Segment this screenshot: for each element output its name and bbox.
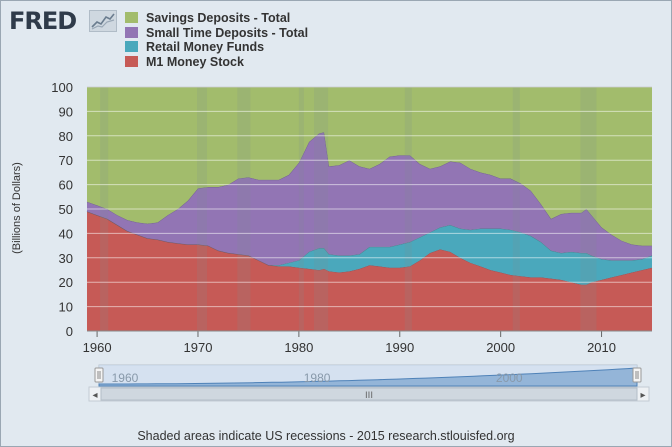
legend-item: Retail Money Funds	[125, 40, 308, 55]
area-series	[87, 211, 652, 331]
area-series	[87, 87, 652, 246]
area-series	[87, 132, 652, 266]
scrollbar-thumb[interactable]	[100, 387, 638, 401]
legend-label: Retail Money Funds	[146, 40, 265, 54]
y-tick-label: 20	[59, 275, 73, 290]
x-tick-label: 1980	[284, 340, 313, 355]
x-tick-label: 1970	[184, 340, 213, 355]
y-tick-label: 70	[59, 153, 73, 168]
legend: Savings Deposits - Total Small Time Depo…	[125, 11, 308, 69]
line-chart-icon	[89, 10, 117, 32]
legend-swatch	[125, 55, 138, 67]
y-tick-label: 60	[59, 178, 73, 193]
navigator-tick-label: 2000	[496, 371, 523, 385]
navigator-tick-label: 1960	[112, 371, 139, 385]
x-tick-label: 2010	[587, 340, 616, 355]
y-tick-label: 0	[66, 324, 73, 339]
y-tick-label: 100	[51, 80, 73, 95]
y-tick-label: 40	[59, 226, 73, 241]
legend-item: Savings Deposits - Total	[125, 11, 308, 26]
y-tick-label: 90	[59, 104, 73, 119]
y-tick-label: 80	[59, 129, 73, 144]
navigator-handle[interactable]	[94, 367, 104, 383]
scroll-right-arrow[interactable]: ▸	[640, 390, 645, 401]
legend-label: M1 Money Stock	[146, 54, 244, 69]
fred-logo: FRED	[9, 7, 77, 35]
chart-svg: 0 10 20 30 40 50 60 70 80 90 100 1960 1970 1980 1990 20…	[51, 80, 653, 402]
legend-swatch	[125, 26, 138, 38]
legend-swatch	[125, 12, 138, 23]
x-tick-label: 1960	[83, 340, 112, 355]
x-tick-label: 2000	[486, 340, 515, 355]
legend-item: M1 Money Stock	[125, 55, 308, 70]
source-note: Shaded areas indicate US recessions - 20…	[137, 429, 515, 443]
scroll-left-arrow[interactable]: ◂	[92, 390, 97, 401]
legend-item: Small Time Deposits - Total	[125, 26, 308, 41]
navigator-tick-label: 1980	[304, 371, 331, 385]
navigator-series	[98, 367, 638, 387]
legend-label: Small Time Deposits - Total	[146, 25, 309, 40]
x-tick-label: 1990	[385, 340, 414, 355]
legend-swatch	[125, 41, 138, 52]
y-tick-label: 10	[59, 300, 73, 315]
y-tick-label: 30	[59, 251, 73, 266]
navigator-handle[interactable]	[632, 367, 642, 383]
scrollbar-grip: III	[365, 391, 373, 401]
legend-label: Savings Deposits - Total	[146, 11, 291, 25]
y-tick-label: 50	[59, 202, 73, 217]
